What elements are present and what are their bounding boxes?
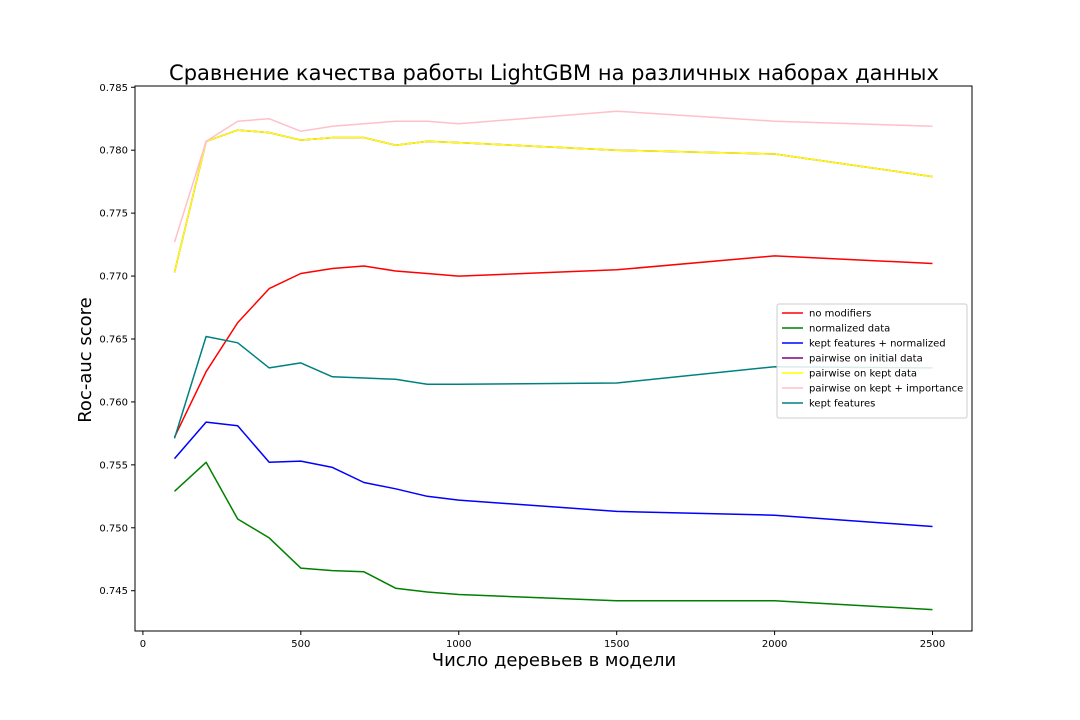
legend-label: pairwise on initial data xyxy=(809,354,923,365)
y-axis-label: Roc-auc score xyxy=(75,297,96,423)
series-line-kept-features xyxy=(173,335,933,439)
legend-label: no modifiers xyxy=(809,309,871,320)
x-tick-label: 2000 xyxy=(762,639,787,650)
y-tick-label: 0.780 xyxy=(99,146,128,157)
x-tick-label: 1000 xyxy=(446,639,471,650)
legend-label: normalized data xyxy=(809,324,890,335)
legend-label: kept features xyxy=(809,399,875,410)
legend-label: pairwise on kept data xyxy=(809,369,917,380)
series-line-pairwise-on-kept-importance xyxy=(173,110,933,243)
y-tick-label: 0.785 xyxy=(99,83,128,94)
y-tick-label: 0.745 xyxy=(99,586,128,597)
axes-frame xyxy=(134,85,973,632)
x-tick-label: 500 xyxy=(291,639,310,650)
series-line-kept-features-normalized xyxy=(173,421,933,528)
y-tick-label: 0.770 xyxy=(99,272,128,283)
x-axis-label: Число деревьев в модели xyxy=(432,650,676,671)
series-line-no-modifiers xyxy=(173,255,933,438)
x-tick-label: 2500 xyxy=(920,639,945,650)
legend-label: kept features + normalized xyxy=(809,339,946,350)
x-tick-label: 0 xyxy=(140,639,146,650)
y-tick-label: 0.765 xyxy=(99,334,128,345)
legend-label: pairwise on kept + importance xyxy=(809,384,963,395)
y-tick-label: 0.760 xyxy=(99,397,128,408)
legend-box xyxy=(776,303,968,419)
series-line-pairwise-on-kept-data xyxy=(173,129,933,273)
y-tick-label: 0.750 xyxy=(99,523,128,534)
chart-title: Сравнение качества работы LightGBM на ра… xyxy=(169,61,939,85)
series-line-normalized-data xyxy=(173,461,933,611)
y-tick-label: 0.775 xyxy=(99,209,128,220)
legend: no modifiers normalized data kept features… xyxy=(776,303,968,419)
x-tick-label: 1500 xyxy=(604,639,629,650)
plot-area: 0 500 1000 1500 2000 2500 0.745 0.750 0.755 0.760… xyxy=(99,83,973,650)
y-tick-label: 0.755 xyxy=(99,460,128,471)
